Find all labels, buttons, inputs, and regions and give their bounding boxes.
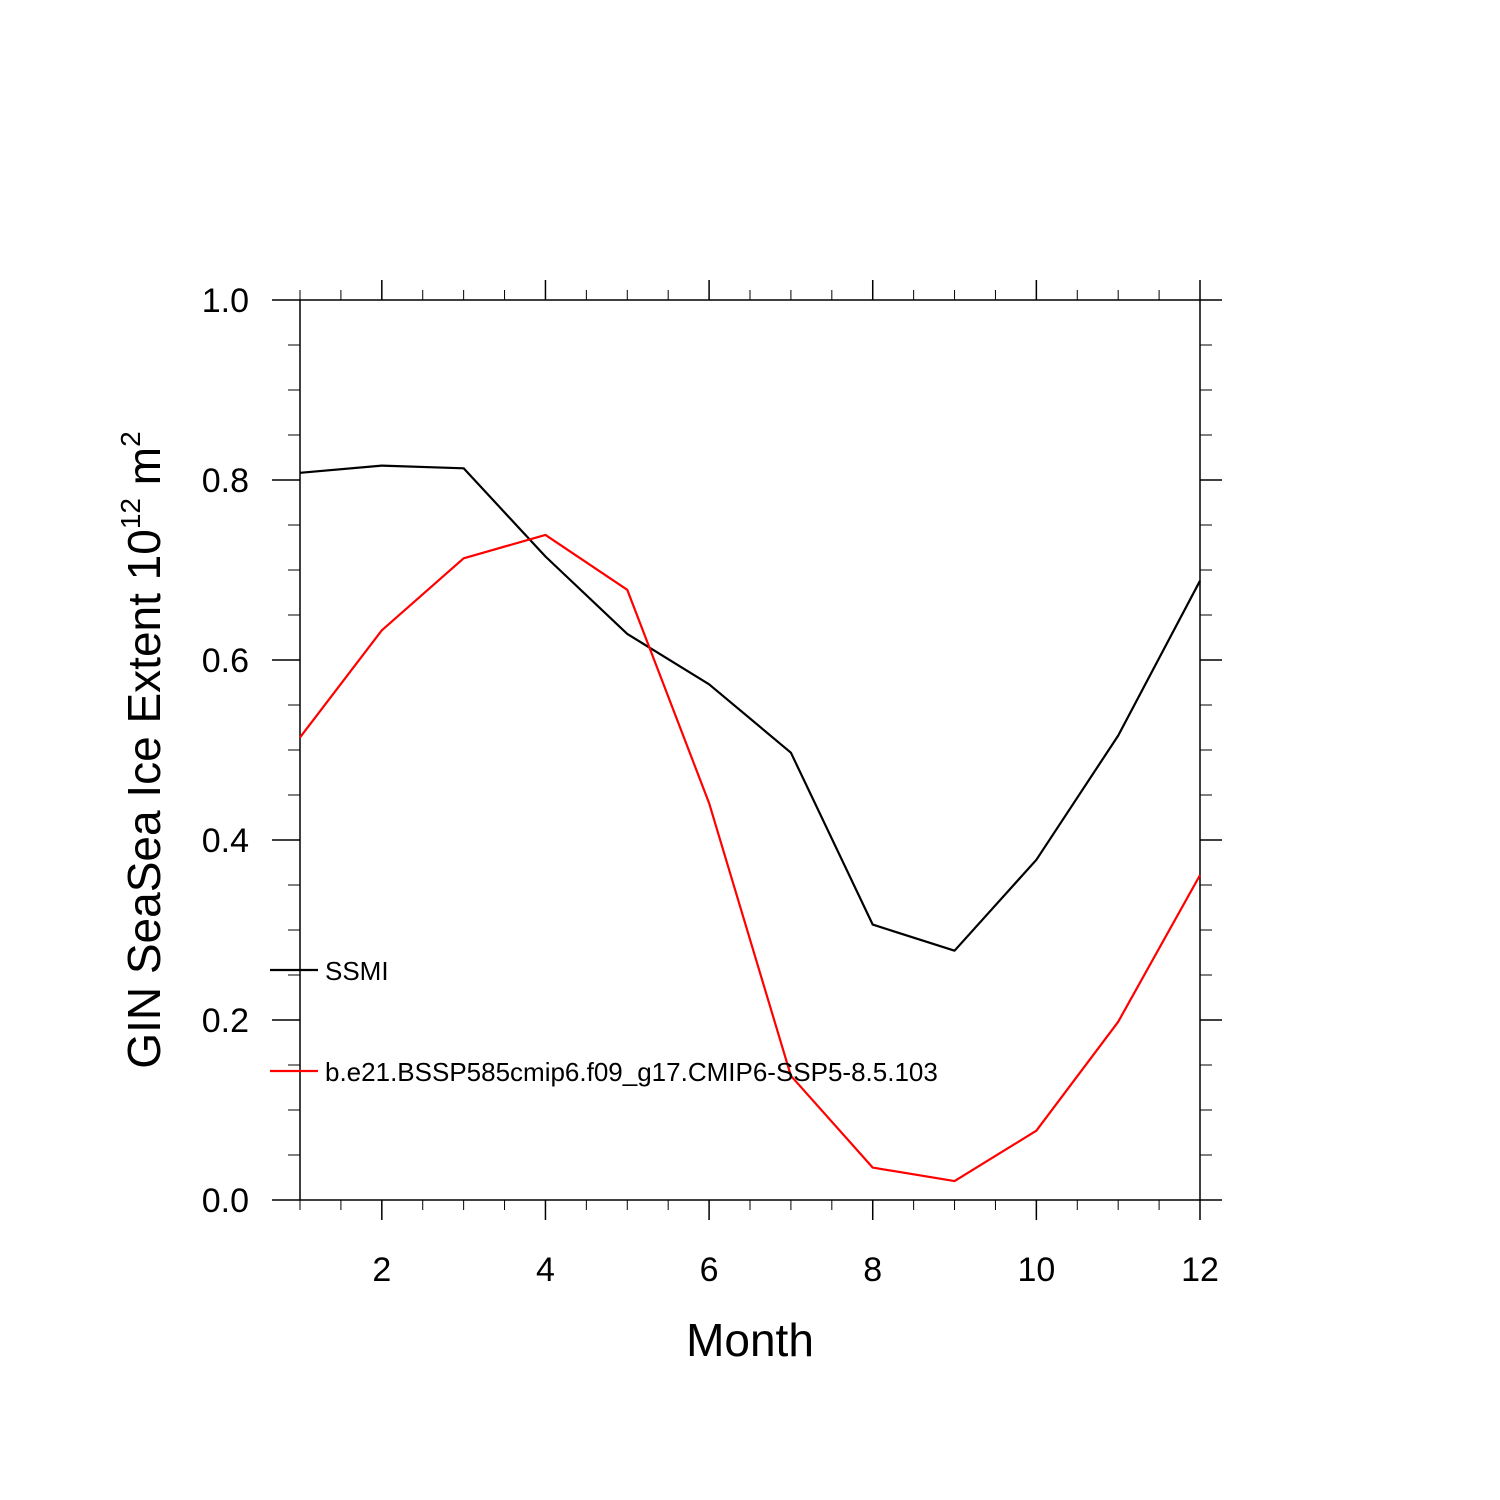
- legend: SSMI b.e21.BSSP585cmip6.f09_g17.CMIP6-SSP…: [270, 956, 938, 1087]
- y-axis-title-exp2: 2: [115, 431, 146, 447]
- x-axis-title: Month: [686, 1314, 814, 1366]
- series-line-2: [299, 533, 1201, 1183]
- y-axis-title: GIN SeaSea Ice Extent 1012 m2: [115, 431, 170, 1068]
- tick-labels: 2 4 6 8 10 12 0.0 0.2 0.4 0.6 0.8 1.0: [202, 282, 1219, 1289]
- y-tick-label: 0.8: [202, 462, 249, 500]
- x-tick-label: 4: [536, 1251, 555, 1289]
- legend-label-2: b.e21.BSSP585cmip6.f09_g17.CMIP6-SSP5-8.…: [325, 1057, 938, 1087]
- y-tick-label: 0.6: [202, 642, 249, 680]
- y-axis-title-prefix: GIN SeaSea Ice Extent 10: [118, 529, 170, 1069]
- x-tick-label: 2: [372, 1251, 391, 1289]
- x-tick-label: 6: [700, 1251, 719, 1289]
- y-tick-label: 0.4: [202, 822, 249, 860]
- legend-label-1: SSMI: [325, 956, 389, 986]
- y-tick-label: 1.0: [202, 282, 249, 320]
- x-tick-label: 10: [1017, 1251, 1055, 1289]
- series-line-1: [299, 464, 1201, 952]
- x-tick-label: 8: [863, 1251, 882, 1289]
- y-tick-label: 0.2: [202, 1002, 249, 1040]
- series-lines: [299, 464, 1201, 1183]
- axis-ticks: [272, 280, 1222, 1220]
- y-axis-title-exp1: 12: [115, 498, 146, 529]
- x-tick-label: 12: [1181, 1251, 1219, 1289]
- y-axis-title-mid: m: [118, 447, 170, 498]
- y-tick-label: 0.0: [202, 1182, 249, 1220]
